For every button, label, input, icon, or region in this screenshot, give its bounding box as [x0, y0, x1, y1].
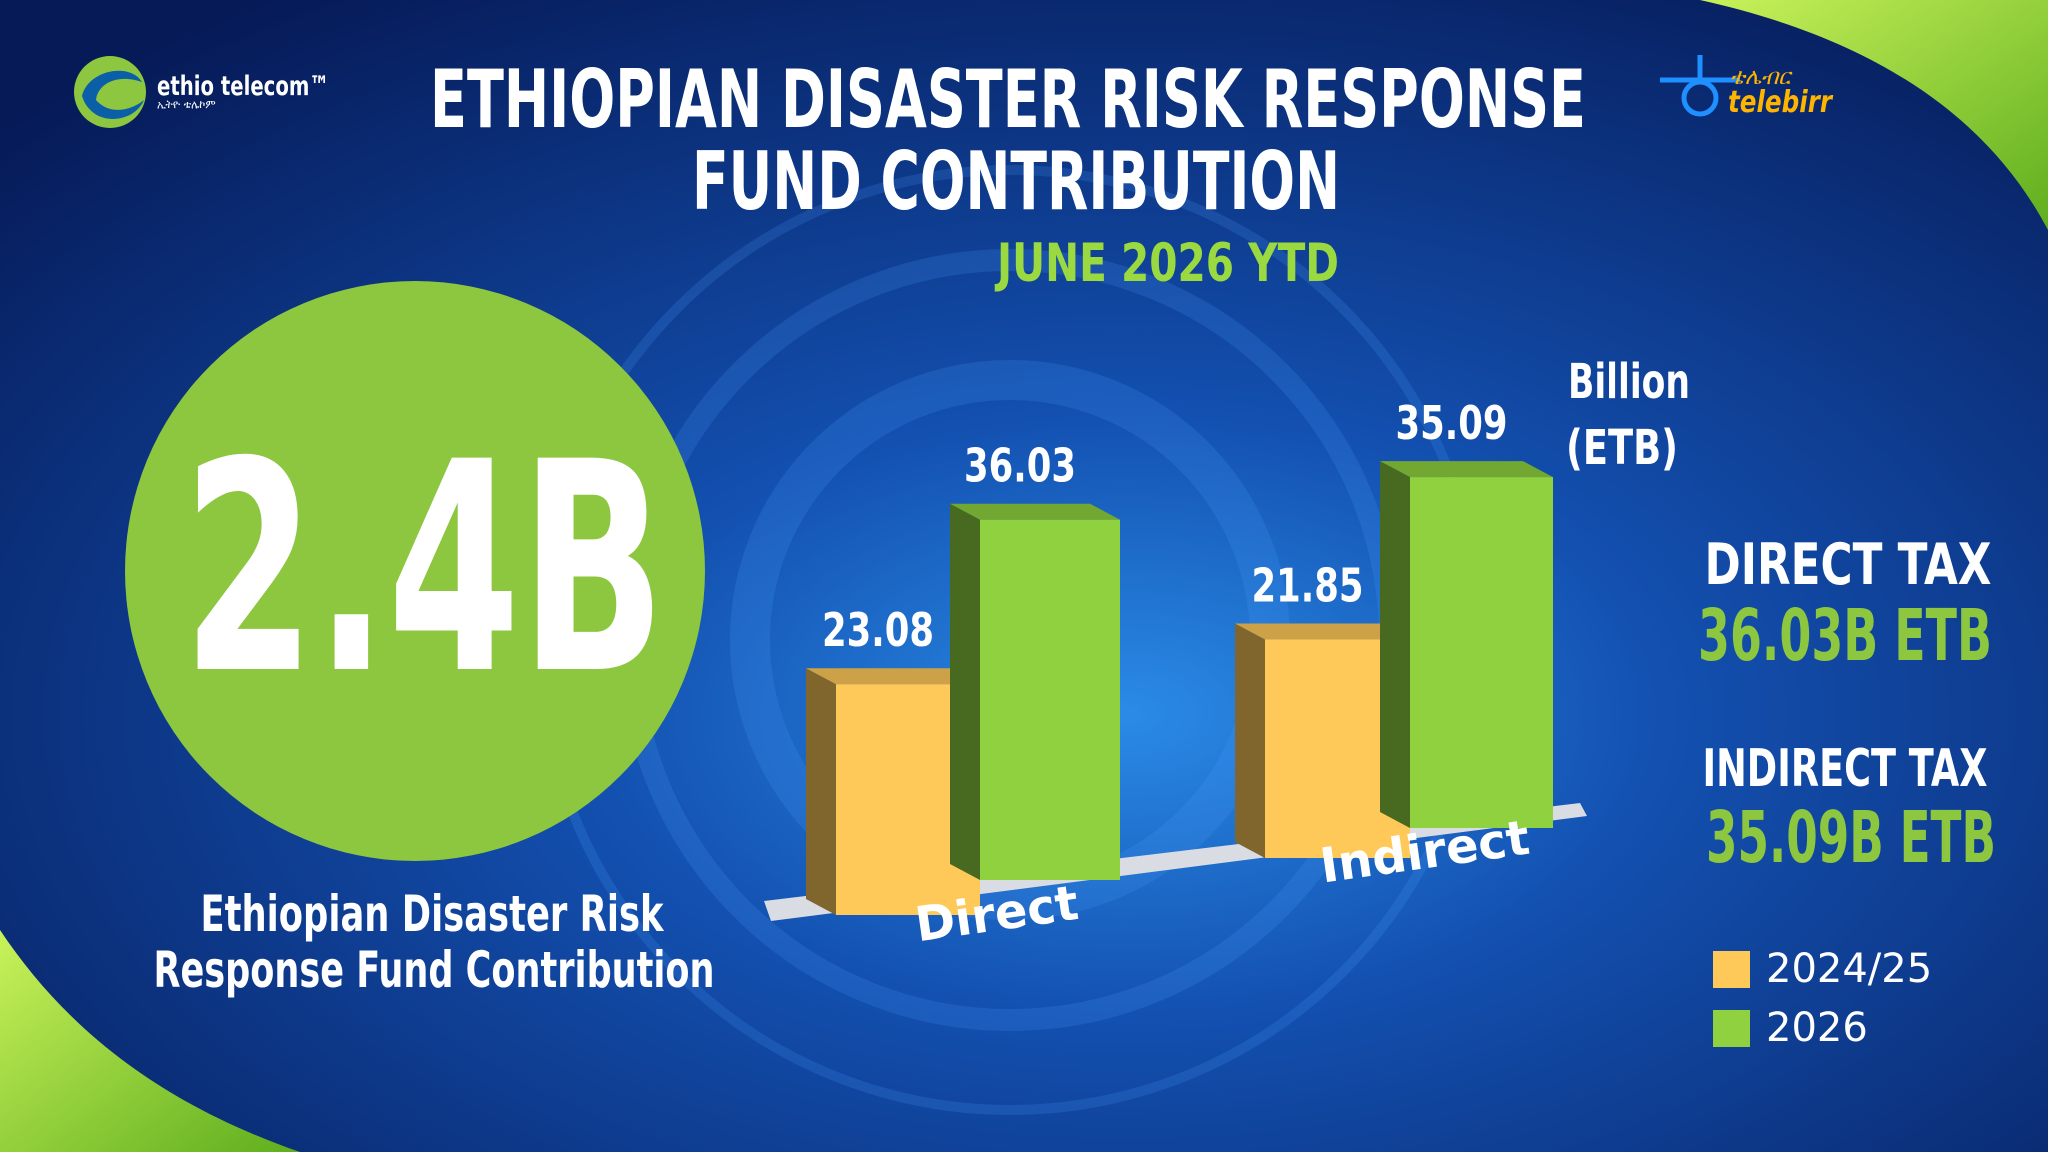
- data-label: 36.03: [964, 439, 1076, 493]
- chart-subtitle: JUNE 2026 YTD: [995, 233, 1339, 294]
- summary-value: 36.03B ETB: [1698, 594, 1992, 677]
- highlight-value: 2.4B: [183, 401, 666, 738]
- bar: [1410, 477, 1553, 828]
- bar-side: [950, 503, 980, 880]
- telebirr-mark: [1660, 55, 1740, 117]
- legend-swatch: [1713, 1010, 1750, 1047]
- legend-label: 2026: [1766, 1005, 1868, 1051]
- corner-swoosh: [0, 930, 300, 1152]
- bar-top: [1380, 461, 1553, 478]
- unit-label: (ETB): [1566, 420, 1678, 476]
- bar-top: [806, 668, 980, 685]
- chart-title: ETHIOPIAN DISASTER RISK RESPONSE: [430, 53, 1586, 146]
- corner-swoosh: [1700, 0, 2048, 230]
- bar-side: [1380, 461, 1410, 828]
- brand-sub: ቴሌብር: [1730, 65, 1793, 90]
- data-label: 35.09: [1396, 396, 1508, 450]
- bar-top: [1235, 623, 1410, 640]
- summary-label: INDIRECT TAX: [1703, 739, 1988, 799]
- data-label: 21.85: [1252, 559, 1364, 613]
- bar-side: [806, 668, 836, 915]
- bar-top: [950, 503, 1120, 520]
- highlight-circle: [125, 281, 705, 861]
- brand-sub: ኢትዮ ቴሌኮም: [157, 98, 216, 111]
- logo-mark: [82, 70, 144, 119]
- brand-name: ethio telecom™: [157, 71, 329, 102]
- bar: [980, 519, 1120, 880]
- highlight-caption: Ethiopian Disaster Risk: [201, 885, 665, 943]
- data-label: 23.08: [822, 603, 934, 657]
- chart-title: FUND CONTRIBUTION: [692, 135, 1340, 228]
- legend-label: 2024/25: [1766, 946, 1932, 992]
- unit-label: Billion: [1568, 354, 1690, 410]
- brand-name: telebirr: [1728, 85, 1834, 120]
- summary-label: DIRECT TAX: [1705, 532, 1992, 598]
- legend-swatch: [1713, 951, 1750, 988]
- highlight-caption: Response Fund Contribution: [154, 941, 715, 999]
- bar-side: [1235, 623, 1265, 858]
- summary-value: 35.09B ETB: [1706, 796, 1996, 879]
